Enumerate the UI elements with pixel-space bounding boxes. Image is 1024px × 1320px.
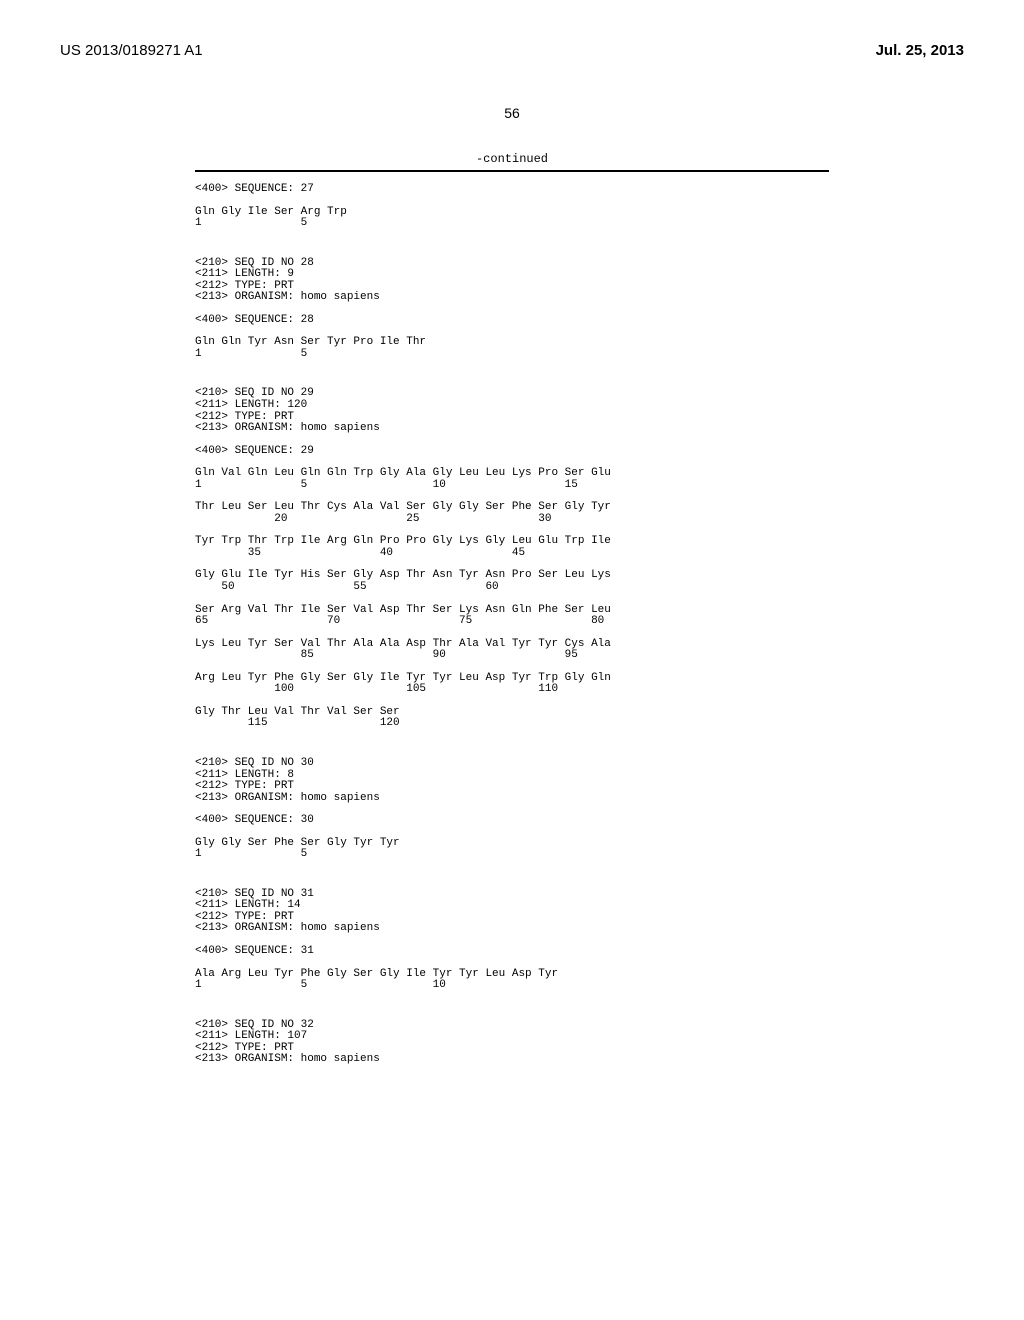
- sequence-line: 50 55 60: [195, 582, 829, 594]
- sequence-line: 20 25 30: [195, 514, 829, 526]
- sequence-line: 1 5: [195, 849, 829, 861]
- sequence-line: <210> SEQ ID NO 30: [195, 758, 829, 770]
- divider: [195, 170, 829, 172]
- sequence-line: <400> SEQUENCE: 27: [195, 184, 829, 196]
- spacer: [195, 992, 829, 1020]
- sequence-line: 85 90 95: [195, 650, 829, 662]
- sequence-line: <400> SEQUENCE: 31: [195, 946, 829, 958]
- sequence-line: 1 5 10: [195, 980, 829, 992]
- sequence-line: <213> ORGANISM: homo sapiens: [195, 1054, 829, 1066]
- spacer: [195, 958, 829, 969]
- sequence-line: <211> LENGTH: 9: [195, 269, 829, 281]
- sequence-line: 100 105 110: [195, 684, 829, 696]
- page-number: 56: [0, 105, 1024, 121]
- spacer: [195, 196, 829, 207]
- sequence-line: 1 5: [195, 218, 829, 230]
- sequence-line: 1 5 10 15: [195, 480, 829, 492]
- spacer: [195, 435, 829, 446]
- spacer: [195, 861, 829, 889]
- sequence-line: <212> TYPE: PRT: [195, 781, 829, 793]
- sequence-line: <213> ORGANISM: homo sapiens: [195, 923, 829, 935]
- sequence-line: <400> SEQUENCE: 28: [195, 315, 829, 327]
- sequence-line: 115 120: [195, 718, 829, 730]
- page-header: US 2013/0189271 A1 Jul. 25, 2013: [0, 42, 1024, 59]
- sequence-line: <213> ORGANISM: homo sapiens: [195, 793, 829, 805]
- spacer: [195, 360, 829, 388]
- spacer: [195, 730, 829, 758]
- continued-block: -continued: [195, 152, 829, 172]
- sequence-line: 1 5: [195, 349, 829, 361]
- sequence-line: <400> SEQUENCE: 29: [195, 446, 829, 458]
- continued-label: -continued: [195, 152, 829, 170]
- sequence-line: 65 70 75 80: [195, 616, 829, 628]
- sequence-line: <213> ORGANISM: homo sapiens: [195, 423, 829, 435]
- sequence-line: <211> LENGTH: 120: [195, 400, 829, 412]
- spacer: [195, 230, 829, 258]
- publication-number: US 2013/0189271 A1: [60, 42, 203, 59]
- publication-date: Jul. 25, 2013: [876, 42, 964, 59]
- sequence-line: <211> LENGTH: 107: [195, 1031, 829, 1043]
- sequence-listing: <400> SEQUENCE: 27Gln Gly Ile Ser Arg Tr…: [195, 184, 829, 1066]
- sequence-line: 35 40 45: [195, 548, 829, 560]
- sequence-line: <213> ORGANISM: homo sapiens: [195, 292, 829, 304]
- spacer: [195, 594, 829, 605]
- sequence-line: <400> SEQUENCE: 30: [195, 815, 829, 827]
